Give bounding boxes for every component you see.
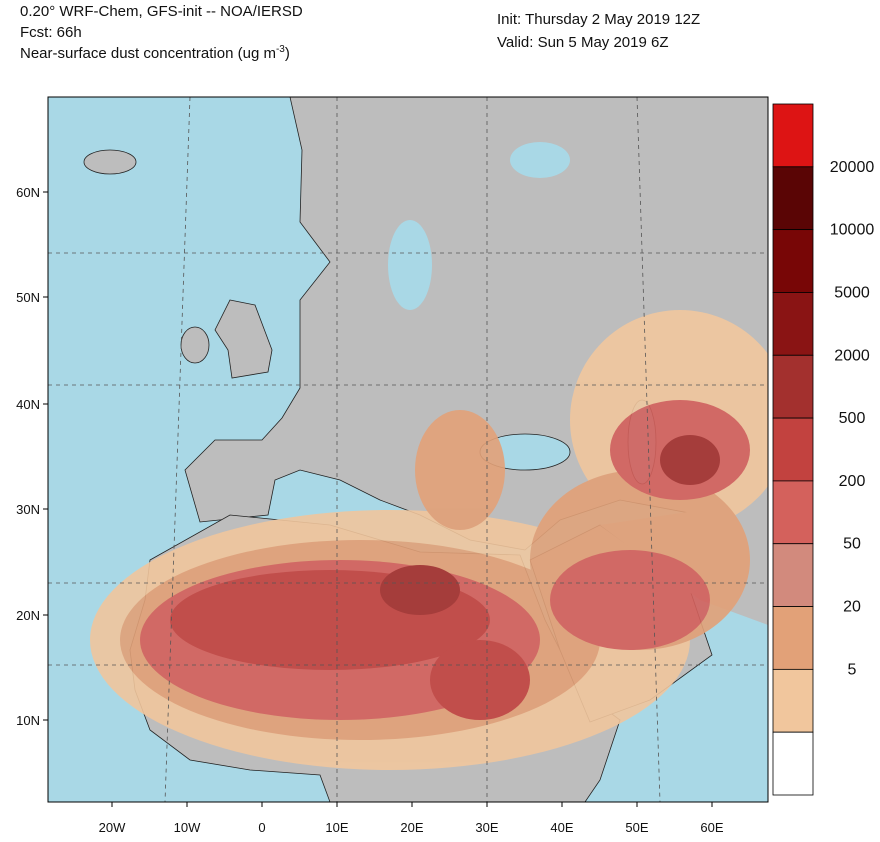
color-box [772,731,814,796]
color-box [772,292,814,356]
lon-label: 10W [174,820,201,835]
legend-label: 200 [839,473,866,490]
unit-exponent: -3 [276,44,285,55]
map-frame [47,96,769,803]
legend-label: 2000 [834,347,870,364]
valid-time: Valid: Sun 5 May 2019 6Z [497,34,669,51]
lat-label: 30N [16,502,40,517]
lon-label: 20E [400,820,423,835]
dust-field [90,310,768,770]
legend-label: 10000 [830,222,875,239]
lat-label: 60N [16,185,40,200]
lat-label: 10N [16,713,40,728]
lon-label: 0 [258,820,265,835]
legend-label: 50 [843,536,861,553]
land-ireland [180,326,210,364]
variable-suffix: ) [285,45,290,62]
legend-label: 5 [848,661,857,678]
lon-label: 10E [325,820,348,835]
lon-label: 30E [475,820,498,835]
lat-label: 50N [16,290,40,305]
color-box [772,606,814,670]
color-box [772,229,814,293]
color-box [772,543,814,607]
graticule [48,97,768,802]
lon-label: 40E [550,820,573,835]
lon-label: 60E [700,820,723,835]
init-time: Init: Thursday 2 May 2019 12Z [497,11,700,28]
land-uk [214,299,273,379]
sea-white [510,142,570,178]
land-iceland [83,149,137,175]
color-box [772,417,814,482]
color-box [772,668,814,733]
variable: Near-surface dust concentration (ug m-3) [20,44,290,62]
color-box [772,103,814,168]
legend-label: 5000 [834,284,870,301]
sea-baltic [388,220,432,310]
legend-label: 500 [839,410,866,427]
color-box [772,166,814,231]
color-box [772,480,814,545]
variable-text: Near-surface dust concentration (ug m [20,45,276,62]
lon-label: 50E [625,820,648,835]
lat-label: 20N [16,608,40,623]
lat-label: 40N [16,397,40,412]
legend-label: 20 [843,599,861,616]
model-title: 0.20° WRF-Chem, GFS-init -- NOA/IERSD [20,3,303,20]
legend-label: 20000 [830,159,875,176]
map [48,97,768,802]
forecast: Fcst: 66h [20,24,82,41]
color-box [772,354,814,419]
lon-label: 20W [99,820,126,835]
